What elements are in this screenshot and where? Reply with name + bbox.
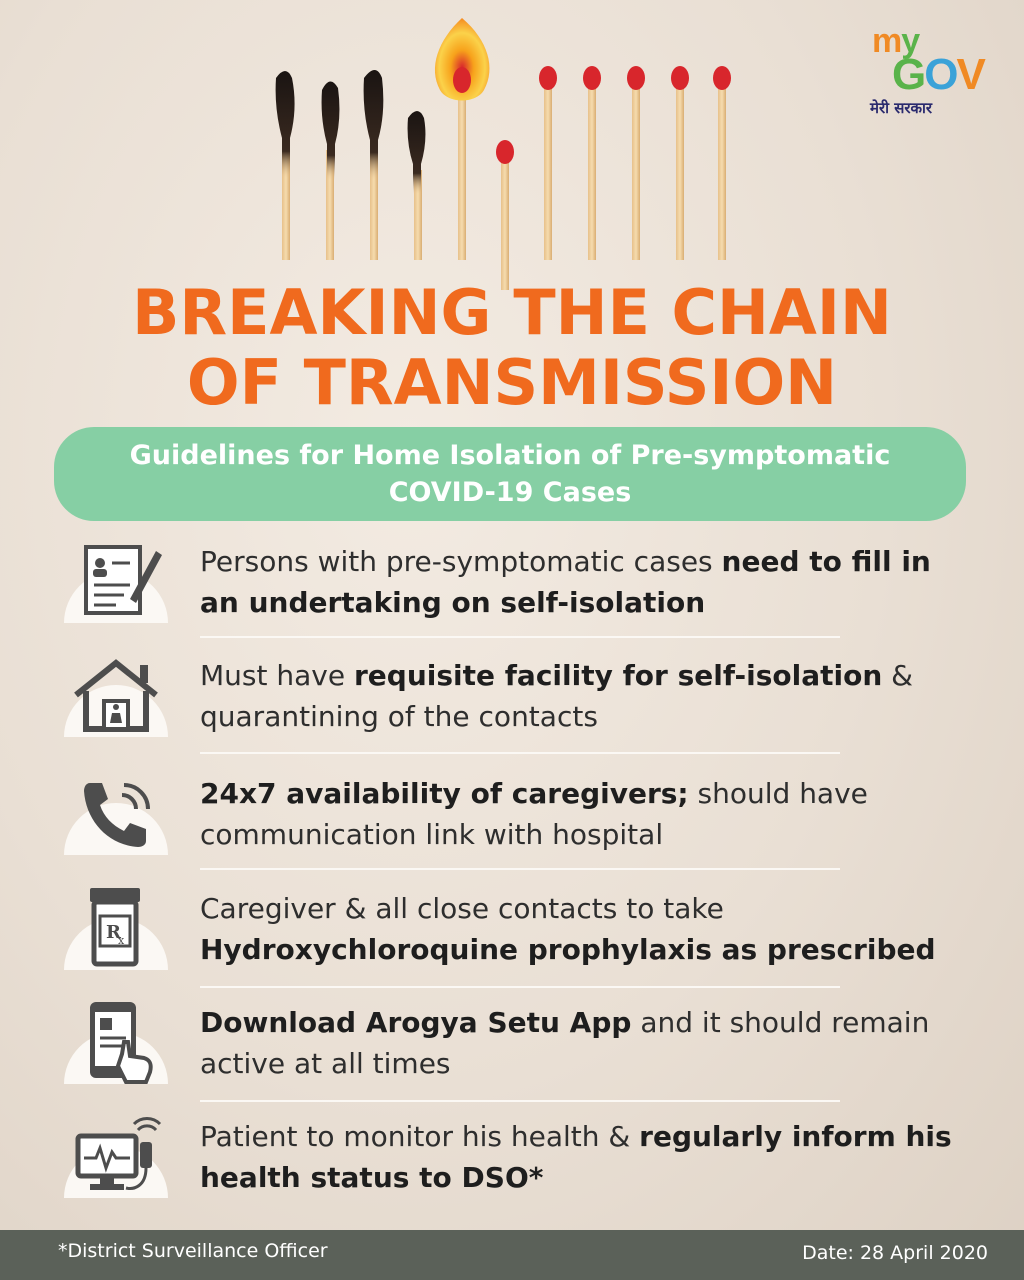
- guideline-text-3: 24x7 availability of caregivers; should …: [200, 777, 868, 851]
- guideline-text-5: Download Arogya Setu App and it should r…: [200, 1006, 930, 1080]
- logo-tagline: मेरी सरकार: [870, 99, 933, 117]
- guideline-item-4: R x Caregiver & all close contacts to ta…: [0, 888, 1024, 1002]
- guideline-text-6: Patient to monitor his health & regularl…: [200, 1120, 952, 1194]
- publish-date: Date: 28 April 2020: [802, 1242, 988, 1264]
- lower-match: [496, 140, 514, 290]
- guidelines-banner: Guidelines for Home Isolation of Pre-sym…: [54, 427, 966, 521]
- svg-text:R: R: [106, 922, 122, 943]
- logo-gov: GOV: [892, 50, 986, 99]
- mobile-app-icon: [64, 1002, 168, 1084]
- guideline-item-6: Patient to monitor his health & regularl…: [0, 1116, 1024, 1230]
- guideline-text-4: Caregiver & all close contacts to take H…: [200, 892, 936, 966]
- footnote: *District Surveillance Officer: [58, 1240, 328, 1262]
- title-the-chain: THE CHAIN: [513, 276, 892, 349]
- prescription-bottle-icon: R x: [64, 888, 168, 970]
- title-breaking: BREAKING: [132, 276, 492, 349]
- burnt-match-4: [407, 111, 426, 260]
- unlit-match-1: [539, 66, 557, 260]
- banner-line-2: COVID-19 Cases: [388, 477, 632, 508]
- logo-my: my: [872, 22, 920, 60]
- divider: [200, 986, 840, 988]
- burnt-match-1: [275, 71, 295, 260]
- page-title-line-2: OF TRANSMISSION: [186, 346, 838, 419]
- burnt-match-2: [321, 81, 340, 260]
- unlit-match-5: [713, 66, 731, 260]
- svg-text:x: x: [118, 934, 125, 947]
- divider: [200, 752, 840, 754]
- divider: [200, 636, 840, 638]
- burnt-match-3: [363, 70, 384, 260]
- guideline-item-3: 24x7 availability of caregivers; should …: [0, 773, 1024, 887]
- unlit-match-3: [627, 66, 645, 260]
- matchsticks-illustration: [275, 18, 731, 290]
- unlit-match-2: [583, 66, 601, 260]
- banner-line-1: Guidelines for Home Isolation of Pre-sym…: [129, 440, 891, 471]
- lit-match: [434, 18, 490, 260]
- guideline-text-2: Must have requisite facility for self-is…: [200, 659, 914, 733]
- mygov-logo: my GOV मेरी सरकार: [868, 22, 998, 122]
- footer-bar: *District Surveillance Officer Date: 28 …: [0, 1230, 1024, 1280]
- phone-call-icon: [64, 773, 168, 855]
- page-title-line-1: BREAKING THE CHAIN: [0, 282, 1024, 344]
- home-isolation-icon: [64, 655, 168, 737]
- divider: [200, 868, 840, 870]
- unlit-match-4: [671, 66, 689, 260]
- guideline-text-1: Persons with pre-symptomatic cases need …: [200, 545, 931, 619]
- health-monitor-icon: [64, 1116, 168, 1198]
- undertaking-form-icon: [64, 541, 168, 623]
- guideline-item-5: Download Arogya Setu App and it should r…: [0, 1002, 1024, 1116]
- guideline-item-2: Must have requisite facility for self-is…: [0, 655, 1024, 769]
- divider: [200, 1100, 840, 1102]
- guideline-item-1: Persons with pre-symptomatic cases need …: [0, 541, 1024, 655]
